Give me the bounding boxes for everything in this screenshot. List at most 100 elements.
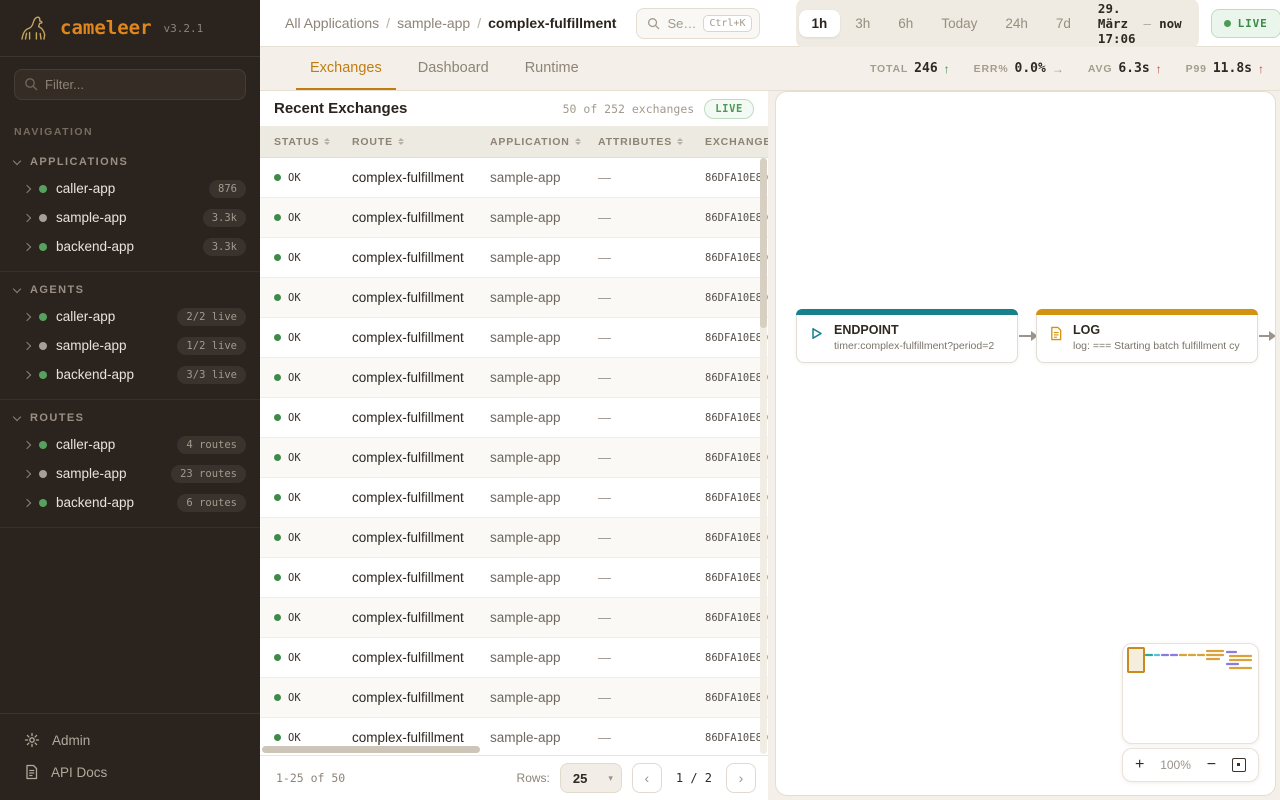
status-cell: OK [274, 372, 352, 384]
attributes-cell: — [598, 450, 611, 465]
attributes-cell: — [598, 490, 611, 505]
tab-runtime[interactable]: Runtime [524, 59, 579, 76]
minimap[interactable] [1122, 643, 1259, 744]
rows-per-page-select[interactable]: 25 ▾ [559, 763, 622, 793]
sidebar-item-sample-app[interactable]: sample-app 1/2 live [0, 331, 260, 360]
horizontal-scrollbar-thumb[interactable] [262, 746, 480, 753]
sidebar-item-backend-app[interactable]: backend-app 3/3 live [0, 360, 260, 389]
exchange-id-cell: 86DFA10E8D [705, 531, 768, 544]
column-header-status[interactable]: STATUS [274, 136, 352, 148]
prev-page-button[interactable]: ‹ [631, 763, 662, 793]
tab-dashboard[interactable]: Dashboard [417, 59, 489, 76]
zoom-in-button[interactable]: + [1135, 756, 1145, 773]
status-value: OK [288, 291, 301, 304]
tab-exchanges[interactable]: Exchanges [296, 47, 396, 90]
top-header: All Applications / sample-app / complex-… [260, 0, 1280, 49]
table-row[interactable]: OK complex-fulfillment sample-app — 86DFA10E… [260, 558, 768, 598]
nav-group-header-agents[interactable]: AGENTS [0, 278, 260, 302]
sidebar-footer: Admin API Docs [0, 713, 260, 800]
attributes-cell: — [598, 250, 611, 265]
metric-errpct: ERR% 0.0% → [974, 61, 1064, 76]
sidebar-item-backend-app[interactable]: backend-app 3.3k [0, 232, 260, 261]
metric-value: 246 [914, 61, 938, 76]
sidebar-item-badge: 876 [209, 179, 246, 198]
vertical-scrollbar[interactable] [760, 158, 767, 754]
nav-group-header-applications[interactable]: APPLICATIONS [0, 150, 260, 174]
sidebar-item-admin[interactable]: Admin [0, 724, 260, 756]
live-toggle[interactable]: LIVE [1210, 8, 1280, 38]
flow-node-log[interactable]: LOG log: === Starting batch fulfillment … [1036, 309, 1258, 363]
log-icon [1051, 326, 1062, 341]
sidebar-item-sample-app[interactable]: sample-app 3.3k [0, 203, 260, 232]
table-row[interactable]: OK complex-fulfillment sample-app — 86DFA10E… [260, 438, 768, 478]
date-separator: — [1143, 15, 1152, 31]
date-from: 29. März 17:06 [1097, 0, 1136, 46]
exchanges-title: Recent Exchanges [274, 100, 408, 117]
exchanges-count: 50 of 252 exchanges [562, 101, 695, 116]
column-header-application[interactable]: APPLICATION [490, 136, 598, 148]
table-row[interactable]: OK complex-fulfillment sample-app — 86DFA10E… [260, 278, 768, 318]
sidebar-item-api-docs[interactable]: API Docs [0, 756, 260, 788]
ok-status-dot-icon [274, 414, 281, 421]
table-row[interactable]: OK complex-fulfillment sample-app — 86DFA10E… [260, 358, 768, 398]
application-cell: sample-app [490, 170, 561, 185]
vertical-scrollbar-thumb[interactable] [760, 158, 767, 328]
global-search[interactable]: Se… Ctrl+K [636, 7, 760, 39]
sidebar-item-caller-app[interactable]: caller-app 2/2 live [0, 302, 260, 331]
table-row[interactable]: OK complex-fulfillment sample-app — 86DFA10E… [260, 318, 768, 358]
breadcrumb-all-applications[interactable]: All Applications [285, 15, 380, 31]
table-row[interactable]: OK complex-fulfillment sample-app — 86DFA10E… [260, 598, 768, 638]
rows-per-page-label: Rows: [516, 771, 550, 785]
exchange-id-cell: 86DFA10E8D [705, 291, 768, 304]
filter-input[interactable] [14, 69, 246, 100]
app-logo[interactable]: cameleer v3.2.1 [0, 0, 260, 57]
time-range-7d[interactable]: 7d [1043, 10, 1084, 37]
column-header-attributes[interactable]: ATTRIBUTES [598, 136, 705, 148]
ok-status-dot-icon [274, 654, 281, 661]
sidebar-item-badge: 3.3k [202, 237, 246, 256]
route-cell: complex-fulfillment [352, 290, 464, 305]
breadcrumb-sample-app[interactable]: sample-app [397, 15, 471, 31]
date-to: now [1159, 15, 1182, 31]
table-row[interactable]: OK complex-fulfillment sample-app — 86DFA10E… [260, 158, 768, 198]
date-range[interactable]: 29. März 17:06 — now [1086, 1, 1196, 46]
table-row[interactable]: OK complex-fulfillment sample-app — 86DFA10E… [260, 198, 768, 238]
nav-group-header-routes[interactable]: ROUTES [0, 406, 260, 430]
sidebar-item-sample-app[interactable]: sample-app 23 routes [0, 459, 260, 488]
table-row[interactable]: OK complex-fulfillment sample-app — 86DFA10E… [260, 638, 768, 678]
route-cell: complex-fulfillment [352, 170, 464, 185]
time-range-6h[interactable]: 6h [885, 10, 926, 37]
sidebar-item-caller-app[interactable]: caller-app 4 routes [0, 430, 260, 459]
status-cell: OK [274, 452, 352, 464]
table-row[interactable]: OK complex-fulfillment sample-app — 86DFA10E… [260, 678, 768, 718]
node-title: LOG [1073, 323, 1101, 337]
column-header-route[interactable]: ROUTE [352, 136, 490, 148]
column-header-exchange[interactable]: EXCHANGE [705, 136, 768, 148]
table-row[interactable]: OK complex-fulfillment sample-app — 86DFA10E… [260, 718, 768, 755]
tabs-stats-bar: Exchanges Dashboard Runtime TOTAL 246 ↑ ERR% 0… [260, 47, 1280, 91]
table-row[interactable]: OK complex-fulfillment sample-app — 86DFA10E… [260, 478, 768, 518]
status-value: OK [288, 611, 301, 624]
table-row[interactable]: OK complex-fulfillment sample-app — 86DFA10E… [260, 518, 768, 558]
time-range-control: 1h 3h 6h Today 24h 7d 29. März 17:06 — now [795, 0, 1199, 49]
application-cell: sample-app [490, 210, 561, 225]
status-value: OK [288, 171, 301, 184]
zoom-out-button[interactable]: − [1206, 756, 1217, 773]
flow-node-endpoint[interactable]: ENDPOINT timer:complex-fulfillment?perio… [796, 309, 1018, 363]
sidebar-filter [14, 69, 246, 100]
time-range-24h[interactable]: 24h [992, 10, 1041, 37]
table-row[interactable]: OK complex-fulfillment sample-app — 86DFA10E… [260, 398, 768, 438]
status-cell: OK [274, 212, 352, 224]
fit-view-icon[interactable] [1231, 758, 1246, 772]
time-range-today[interactable]: Today [928, 10, 990, 37]
route-flow-canvas[interactable]: ENDPOINT timer:complex-fulfillment?perio… [775, 91, 1276, 796]
sidebar-item-backend-app[interactable]: backend-app 6 routes [0, 488, 260, 517]
time-range-1h[interactable]: 1h [798, 9, 841, 37]
metric-label: ERR% [973, 62, 1009, 75]
sidebar-item-caller-app[interactable]: caller-app 876 [0, 174, 260, 203]
table-row[interactable]: OK complex-fulfillment sample-app — 86DFA10E… [260, 238, 768, 278]
next-page-button[interactable]: › [726, 763, 756, 793]
exchange-id-cell: 86DFA10E8D [705, 171, 768, 184]
time-range-3h[interactable]: 3h [842, 10, 883, 37]
